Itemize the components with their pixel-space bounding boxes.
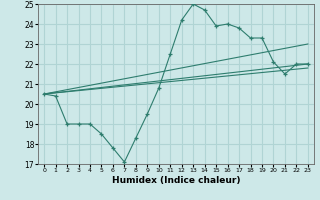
X-axis label: Humidex (Indice chaleur): Humidex (Indice chaleur) [112, 176, 240, 185]
